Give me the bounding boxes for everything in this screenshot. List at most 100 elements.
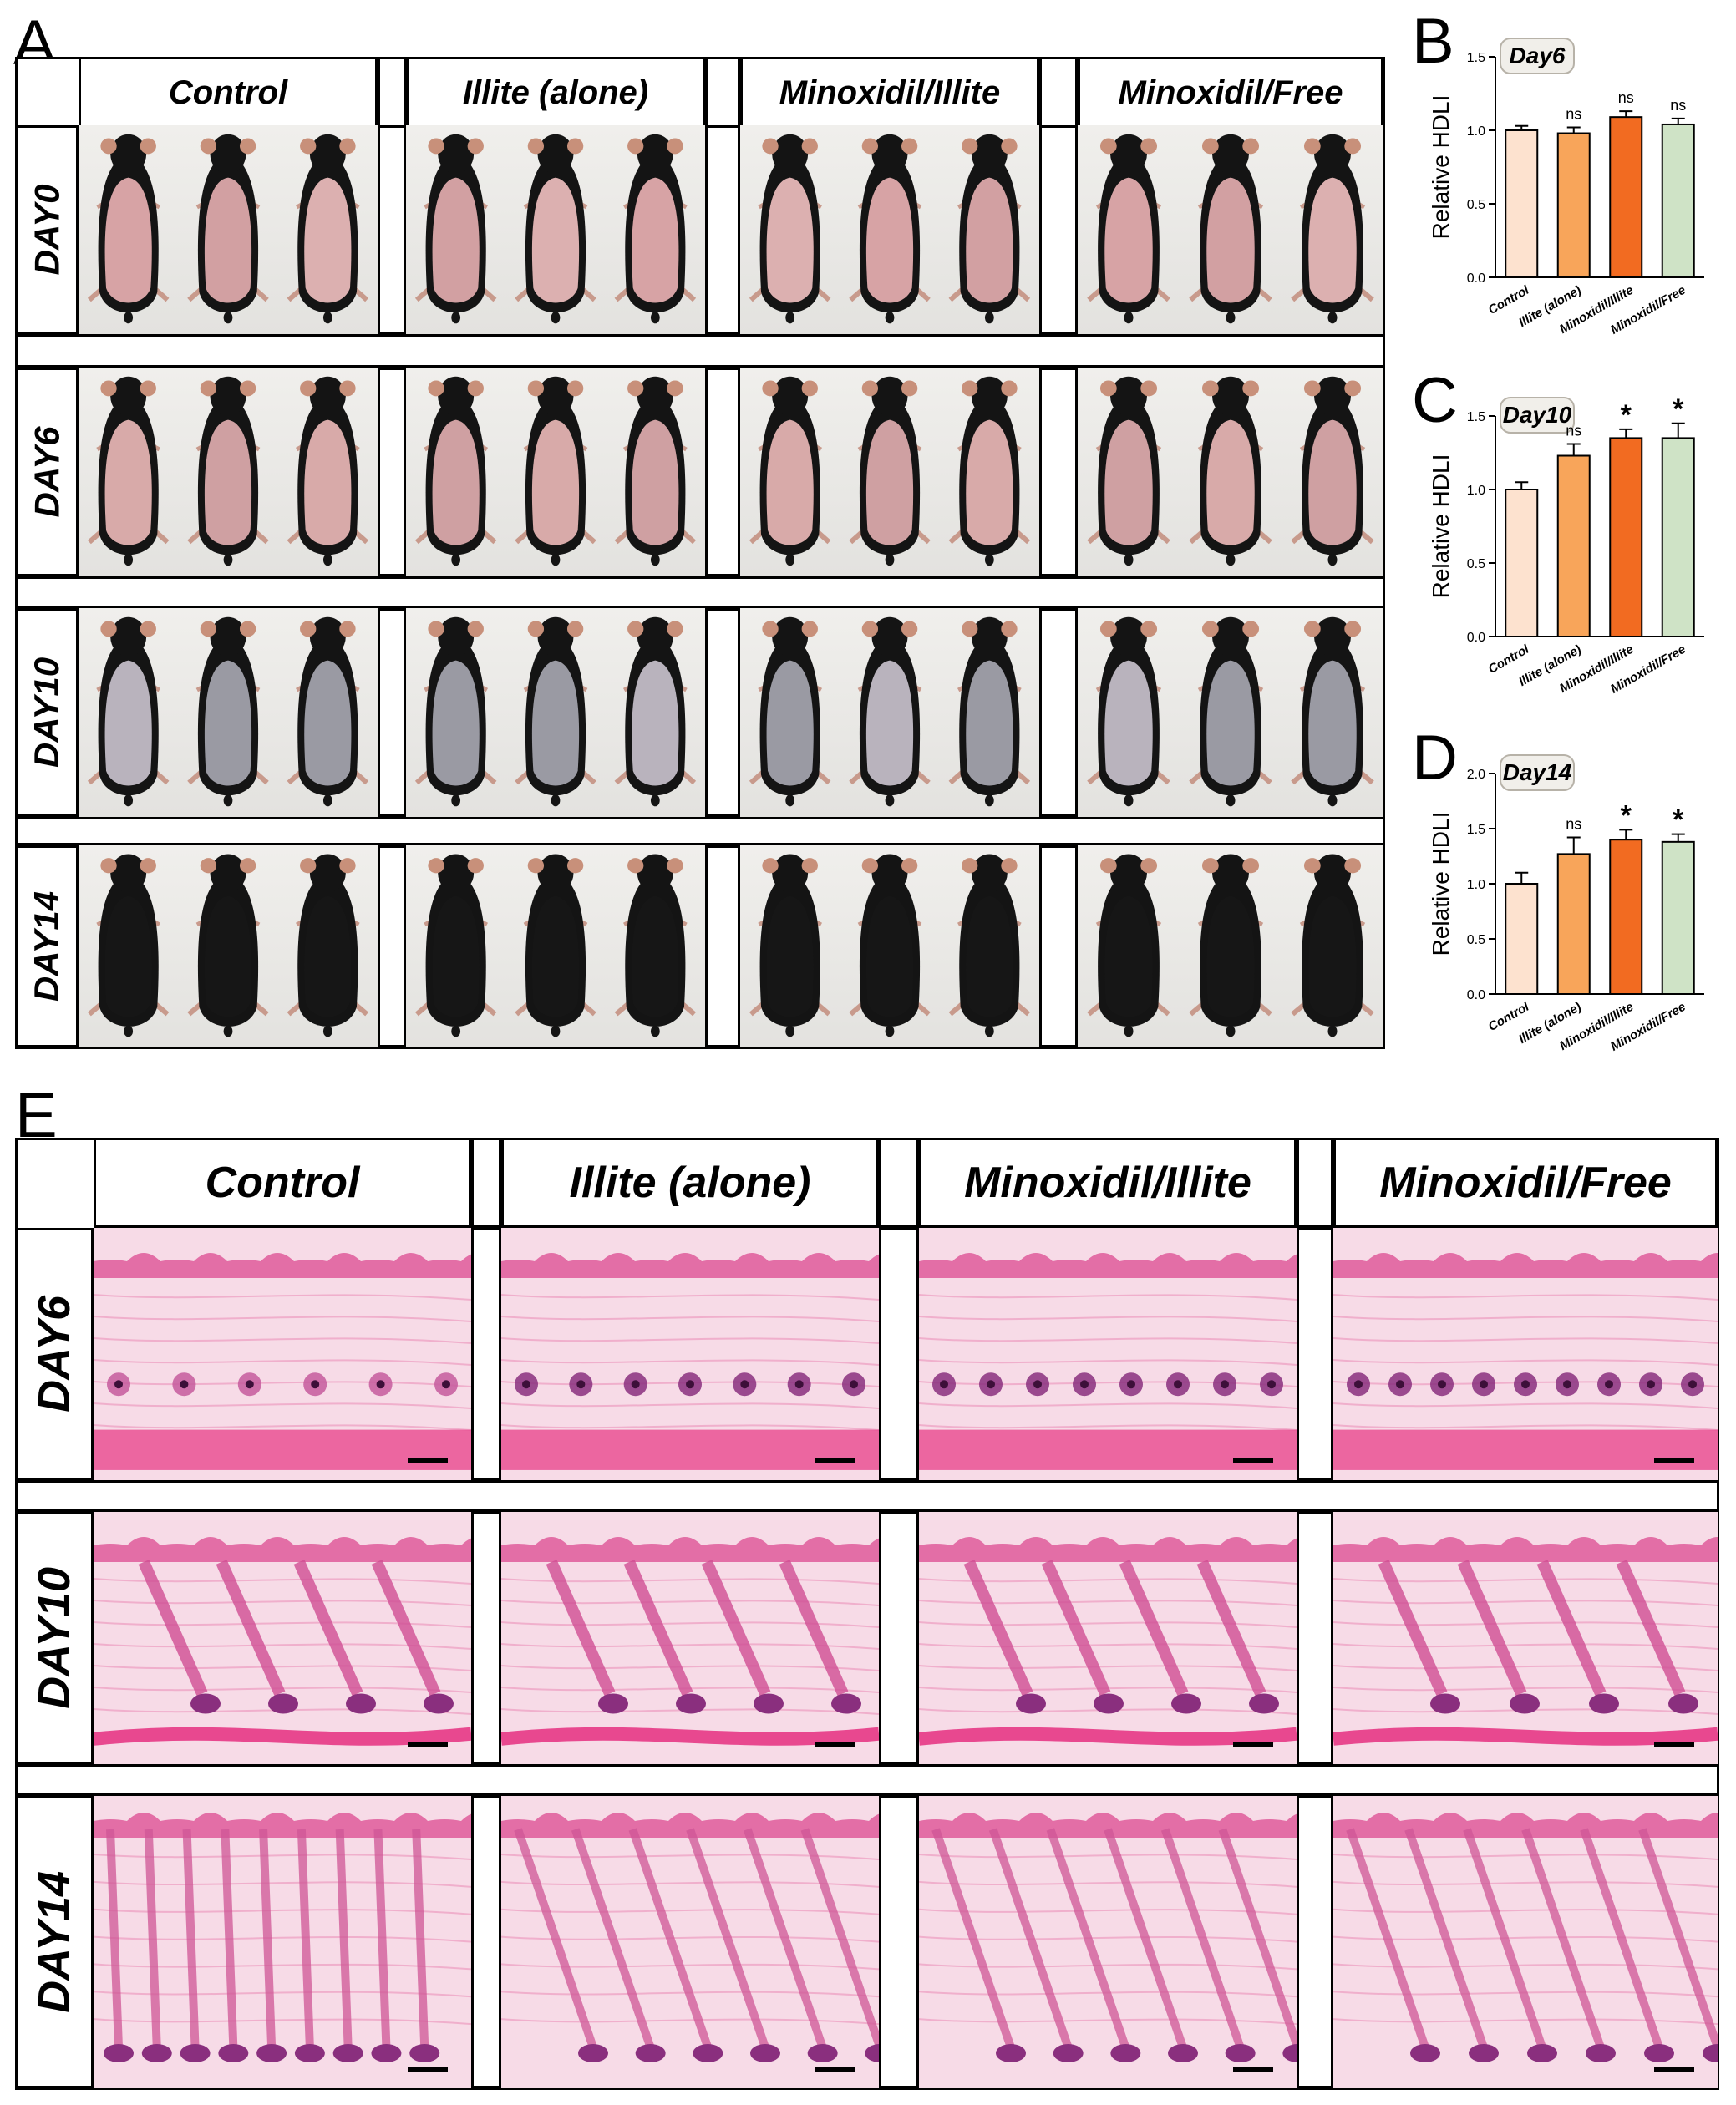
panel-letter-c: C — [1412, 365, 1458, 436]
y-tick-label: 1.0 — [1467, 124, 1485, 139]
header-spacer — [378, 57, 406, 129]
y-tick-label: 0.0 — [1467, 271, 1485, 286]
histology-cell — [94, 1796, 471, 2088]
bar-control — [1505, 489, 1539, 637]
chart-title: Day14 — [1503, 759, 1572, 785]
bar-minoxidil-illite — [1609, 437, 1643, 638]
histology-cell — [919, 1796, 1297, 2088]
column-spacer — [705, 125, 740, 334]
mouse-photo-icon — [1291, 616, 1374, 807]
mouse-photo-icon — [1087, 134, 1170, 324]
y-tick-label: 0.0 — [1467, 988, 1485, 1002]
y-tick-label: 0.5 — [1467, 933, 1485, 947]
mouse-photo-icon — [87, 376, 170, 566]
mouse-photo-icon — [1189, 376, 1272, 566]
column-spacer — [1297, 1796, 1333, 2088]
header-spacer — [1297, 1138, 1333, 1228]
significance-label: * — [1621, 799, 1632, 831]
column-spacer — [705, 368, 740, 576]
scale-bar — [408, 2067, 448, 2072]
mouse-photo-icon — [187, 134, 269, 324]
mouse-photo-icon — [287, 616, 369, 807]
histo-row-label-day10: DAY10 — [15, 1512, 94, 1764]
mouse-photo-cell — [406, 368, 705, 576]
mouse-photo-icon — [849, 854, 931, 1037]
row-separator — [15, 334, 1385, 368]
row-label-text: DAY14 — [27, 890, 66, 1002]
significance-label: * — [1673, 393, 1684, 425]
y-tick-label: 0.5 — [1467, 557, 1485, 571]
histology-section-icon — [919, 1512, 1297, 1764]
header-spacer — [471, 1138, 501, 1228]
mouse-photo-icon — [1291, 134, 1374, 324]
bar-control — [1505, 883, 1539, 995]
row-separator — [15, 1480, 1719, 1512]
chart-title-box — [1500, 754, 1575, 791]
column-header-control: Control — [79, 57, 378, 129]
mouse-photo-icon — [414, 616, 497, 807]
histology-section-icon — [919, 1796, 1297, 2088]
mouse-photo-icon — [414, 854, 497, 1037]
histology-cell — [1333, 1796, 1718, 2088]
mouse-photo-icon — [1291, 854, 1374, 1037]
column-spacer — [1039, 608, 1078, 817]
mouse-photo-icon — [1189, 134, 1272, 324]
histology-section-icon — [1333, 1512, 1718, 1764]
histology-section-icon — [94, 1512, 471, 1764]
histology-section-icon — [94, 1796, 471, 2088]
column-spacer — [378, 845, 406, 1047]
mouse-photo-icon — [948, 616, 1031, 807]
mouse-photo-icon — [749, 616, 831, 807]
panel-letter-e: E — [15, 1080, 58, 1151]
mouse-photo-icon — [749, 134, 831, 324]
histology-section-icon — [1333, 1796, 1718, 2088]
histology-section-icon — [501, 1512, 879, 1764]
panel-letter-d: D — [1412, 723, 1458, 794]
histology-cell — [94, 1512, 471, 1764]
mouse-photo-icon — [1291, 376, 1374, 566]
column-spacer — [471, 1512, 501, 1764]
y-tick-label: 0.5 — [1467, 198, 1485, 212]
bar-minoxidil-free — [1661, 437, 1695, 638]
row-label-text: DAY10 — [29, 1566, 80, 1710]
column-spacer — [1039, 368, 1078, 576]
mouse-photo-icon — [187, 616, 269, 807]
row-label-text: DAY6 — [27, 426, 67, 518]
y-tick-label: 1.5 — [1467, 823, 1485, 837]
mouse-photo-icon — [849, 376, 931, 566]
mouse-photo-cell — [1078, 845, 1383, 1047]
row-separator — [15, 817, 1385, 845]
header-spacer — [1039, 57, 1078, 129]
histo-column-header-minoxidil-illite: Minoxidil/Illite — [919, 1138, 1297, 1228]
mouse-photo-cell — [740, 845, 1039, 1047]
bar-minoxidil-free — [1661, 840, 1695, 995]
mouse-photo-cell — [406, 125, 705, 334]
column-spacer — [879, 1796, 919, 2088]
histo-column-header-minoxidil-free: Minoxidil/Free — [1333, 1138, 1718, 1228]
mouse-photo-icon — [614, 376, 697, 566]
mouse-photo-icon — [614, 854, 697, 1037]
mouse-photo-icon — [1087, 376, 1170, 566]
histo-row-label-day6: DAY6 — [15, 1228, 94, 1480]
mouse-photo-icon — [614, 134, 697, 324]
mouse-photo-cell — [1078, 368, 1383, 576]
y-tick-label: 1.0 — [1467, 484, 1485, 498]
mouse-photo-icon — [187, 376, 269, 566]
chart-title-box — [1500, 38, 1575, 74]
mouse-photo-icon — [1189, 854, 1272, 1037]
column-spacer — [378, 125, 406, 334]
histology-cell — [501, 1228, 879, 1480]
significance-label: ns — [1566, 816, 1581, 833]
histology-section-icon — [919, 1228, 1297, 1480]
bar-illite-alone — [1556, 853, 1591, 995]
mouse-photo-cell — [406, 845, 705, 1047]
mouse-photo-icon — [1189, 616, 1272, 807]
histology-section-icon — [501, 1796, 879, 2088]
scale-bar — [1654, 2067, 1694, 2072]
row-separator — [15, 576, 1385, 608]
mouse-photo-cell — [740, 125, 1039, 334]
scale-bar — [408, 1742, 448, 1747]
y-axis-label: Relative HDLI — [1428, 812, 1454, 956]
column-spacer — [705, 608, 740, 817]
